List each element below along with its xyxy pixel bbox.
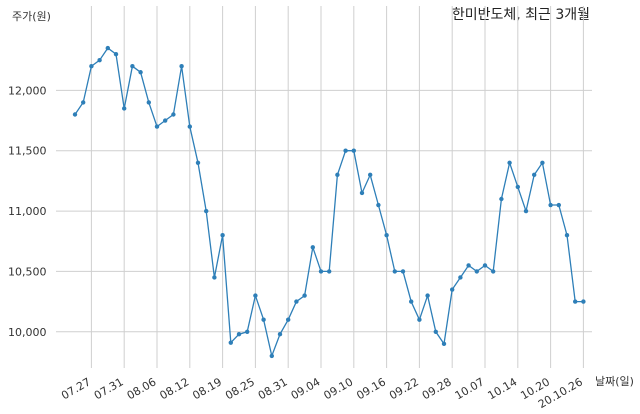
- data-point: [417, 317, 422, 322]
- price-line: [74, 47, 584, 359]
- y-tick-labels: 10,000 10,500 11,000 11,500 12,000: [8, 84, 47, 338]
- data-point: [474, 269, 479, 274]
- x-tick-label: 08.12: [158, 375, 192, 402]
- data-point: [351, 148, 356, 153]
- y-tick-label: 11,500: [8, 145, 47, 158]
- data-point: [245, 329, 250, 334]
- data-point: [384, 233, 389, 238]
- data-point: [154, 124, 160, 129]
- x-tick-label: 07.27: [59, 375, 93, 402]
- data-point: [212, 275, 217, 280]
- price-points: [72, 45, 586, 359]
- x-axis-label: 날짜(일): [595, 374, 634, 388]
- data-point: [130, 64, 135, 69]
- data-point: [253, 293, 258, 298]
- chart-title: 한미반도체, 최근 3개월: [452, 7, 590, 23]
- data-point: [163, 118, 168, 123]
- x-tick-label: 08.25: [223, 375, 257, 402]
- data-point: [81, 100, 86, 105]
- data-point: [466, 263, 471, 268]
- x-tick-label: 07.31: [92, 375, 126, 402]
- data-point: [507, 160, 512, 165]
- y-tick-label: 10,500: [8, 265, 47, 278]
- data-point: [179, 64, 184, 69]
- x-tick-label: 09.16: [354, 375, 388, 402]
- y-tick-label: 11,000: [8, 205, 47, 218]
- x-tick-label: 08.19: [190, 375, 224, 402]
- x-tick-label: 09.28: [420, 375, 454, 402]
- data-point: [573, 299, 578, 304]
- data-point: [335, 172, 340, 178]
- data-point: [343, 148, 348, 153]
- y-tick-label: 10,000: [8, 326, 47, 339]
- x-tick-label: 09.10: [322, 375, 356, 402]
- x-tick-label: 08.31: [256, 375, 290, 402]
- x-tick-label: 09.22: [387, 375, 421, 402]
- data-point: [105, 45, 111, 51]
- data-point: [302, 293, 307, 298]
- x-tick-label: 10.07: [453, 375, 487, 402]
- data-point: [499, 196, 504, 202]
- y-tick-label: 12,000: [8, 84, 47, 97]
- data-point: [540, 160, 545, 165]
- data-point: [277, 332, 283, 337]
- data-point: [261, 317, 266, 322]
- data-point: [556, 202, 561, 208]
- data-point: [171, 112, 176, 117]
- data-point: [441, 341, 447, 347]
- data-point: [269, 353, 274, 359]
- data-point: [318, 269, 324, 274]
- data-point: [400, 269, 406, 274]
- x-tick-labels: 07.27 07.31 08.06 08.12 08.19 08.25 08.31 09.04…: [59, 375, 585, 411]
- grid: [56, 6, 592, 368]
- data-point: [425, 293, 430, 298]
- data-point: [392, 269, 397, 274]
- data-point: [450, 287, 455, 292]
- data-point: [409, 299, 414, 304]
- data-point: [138, 70, 143, 75]
- data-point: [195, 160, 201, 165]
- data-point: [146, 100, 151, 105]
- data-point: [204, 208, 209, 214]
- data-point: [532, 172, 537, 178]
- data-point: [122, 106, 127, 111]
- data-point: [491, 269, 496, 274]
- data-point: [187, 124, 192, 129]
- data-point: [458, 275, 463, 280]
- data-point: [310, 245, 315, 250]
- x-tick-label: 08.06: [125, 375, 159, 402]
- x-tick-label: 10.14: [486, 375, 520, 402]
- data-point: [564, 233, 570, 238]
- data-point: [89, 64, 94, 69]
- data-point: [359, 190, 365, 196]
- data-point: [515, 184, 520, 190]
- data-point: [376, 202, 381, 208]
- y-axis-label: 주가(원): [12, 10, 51, 23]
- data-point: [523, 208, 529, 214]
- data-point: [286, 317, 291, 322]
- data-point: [433, 329, 438, 334]
- data-point: [228, 340, 233, 345]
- data-point: [294, 299, 299, 304]
- data-point: [113, 51, 119, 57]
- data-point: [220, 233, 225, 238]
- data-point: [581, 299, 586, 304]
- data-point: [368, 172, 373, 178]
- x-tick-label: 09.04: [289, 375, 323, 402]
- data-point: [482, 263, 488, 268]
- data-point: [327, 269, 332, 274]
- data-point: [72, 112, 78, 117]
- data-point: [548, 202, 553, 208]
- data-point: [236, 332, 242, 337]
- data-point: [97, 57, 102, 63]
